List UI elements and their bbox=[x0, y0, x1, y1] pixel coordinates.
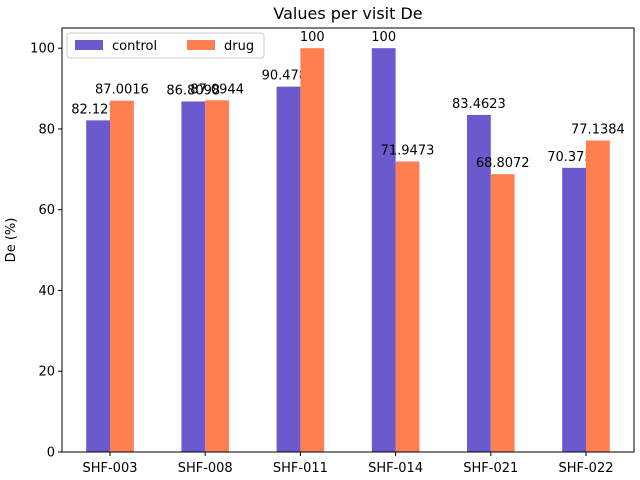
bar-control bbox=[181, 101, 206, 452]
data-label-drug: 87.0944 bbox=[190, 82, 244, 97]
legend-swatch-drug bbox=[187, 40, 215, 50]
bar-control bbox=[467, 114, 491, 452]
x-tick-label: SHF-003 bbox=[82, 461, 137, 476]
y-tick-label: 0 bbox=[47, 446, 55, 461]
data-label-drug: 71.9473 bbox=[381, 143, 435, 158]
bar-drug bbox=[586, 140, 610, 452]
data-label-drug: 77.1384 bbox=[571, 123, 625, 138]
x-tick-label: SHF-022 bbox=[558, 461, 613, 476]
bar-drug bbox=[205, 100, 229, 453]
legend: control drug bbox=[66, 32, 265, 59]
y-tick-label: 60 bbox=[38, 203, 55, 218]
bar-control bbox=[276, 86, 301, 452]
data-label-control: 83.4623 bbox=[452, 97, 506, 112]
y-tick-label: 40 bbox=[38, 284, 55, 299]
data-label-drug: 100 bbox=[300, 30, 325, 45]
y-tick-label: 100 bbox=[30, 42, 55, 57]
plot-frame bbox=[61, 27, 635, 453]
chart-title: Values per visit De bbox=[273, 4, 422, 23]
data-label-drug: 68.8072 bbox=[476, 156, 530, 171]
bar-control bbox=[86, 120, 110, 452]
x-tick-label: SHF-008 bbox=[178, 461, 233, 476]
bar-drug bbox=[490, 174, 515, 453]
legend-label-control: control bbox=[112, 39, 157, 54]
y-tick-label: 20 bbox=[38, 365, 55, 380]
x-tick-label: SHF-011 bbox=[273, 461, 328, 476]
bar-control bbox=[371, 48, 396, 452]
x-tick-label: SHF-014 bbox=[368, 461, 423, 476]
legend-box bbox=[66, 32, 265, 59]
data-label-control: 86.8098 bbox=[166, 83, 220, 98]
bar-control bbox=[562, 167, 586, 452]
legend-label-drug: drug bbox=[224, 39, 254, 54]
bar-drug bbox=[110, 100, 134, 452]
bar-drug bbox=[300, 48, 325, 452]
data-label-drug: 87.0016 bbox=[95, 83, 149, 98]
data-label-control: 100 bbox=[371, 30, 396, 45]
bar-drug bbox=[395, 161, 420, 452]
y-tick-label: 80 bbox=[38, 122, 55, 137]
x-tick-label: SHF-021 bbox=[463, 461, 518, 476]
plot-area: 020406080100SHF-00382.127687.0016SHF-008… bbox=[30, 30, 625, 476]
legend-swatch-control bbox=[75, 40, 103, 50]
y-axis-label: De (%) bbox=[4, 218, 19, 263]
